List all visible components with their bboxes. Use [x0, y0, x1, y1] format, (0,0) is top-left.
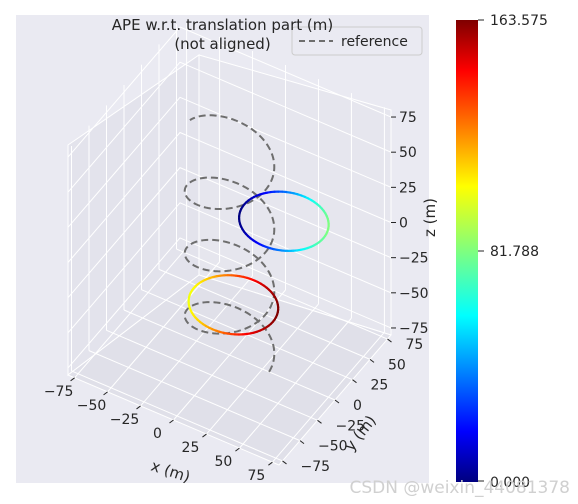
legend-box	[291, 26, 423, 56]
watermark: CSDN @weixin_44081378	[349, 478, 570, 498]
wall-grid-line-z	[67, 167, 392, 298]
floor-grid-line-y	[106, 329, 318, 421]
x-tick-label: 75	[247, 468, 265, 484]
y-tick-mark	[352, 379, 357, 384]
floor-grid-line-y	[71, 370, 283, 462]
axis-ticks: −75−50−250255075−75−50−250255075−75−50−2…	[44, 110, 429, 484]
x-tick-mark	[268, 461, 273, 466]
x-tick-mark	[103, 391, 108, 396]
x-tick-label: 50	[215, 454, 233, 470]
colorbar	[456, 20, 478, 482]
y-tick-label: 0	[353, 398, 362, 414]
x-tick-mark	[70, 377, 75, 382]
grid-lines	[67, 22, 392, 463]
wall-grid-line-z	[67, 61, 392, 193]
estimated-trajectory-segment	[320, 237, 325, 242]
z-tick-label: −25	[399, 251, 429, 267]
x-tick-label: −25	[110, 412, 140, 428]
y-tick-label: 75	[406, 337, 424, 353]
colorbar-min-label: 0.000	[490, 475, 530, 491]
floor-grid-line-y	[176, 248, 388, 340]
x-tick-mark	[235, 447, 240, 452]
chart-title-line2: (not aligned)	[174, 35, 271, 53]
z-tick-label: −50	[399, 286, 429, 302]
y-tick-mark	[334, 399, 340, 404]
y-tick-mark	[387, 338, 392, 343]
y-tick-mark	[317, 419, 322, 424]
floor-grid-line-y	[123, 309, 336, 401]
x-tick-label: −50	[77, 398, 107, 414]
wall-grid-line-z	[67, 26, 392, 158]
z-tick-label: 0	[399, 216, 408, 232]
estimated-trajectory-segment	[269, 320, 275, 325]
colorbar-mid-label: 81.788	[490, 244, 539, 260]
chart-title-line1: APE w.r.t. translation part (m)	[111, 16, 334, 34]
x-tick-label: 0	[153, 426, 162, 442]
legend-reference-label: reference	[341, 34, 408, 50]
x-tick-label: −75	[44, 384, 74, 400]
wall-grid-line-z	[67, 96, 392, 228]
z-axis-label: z (m)	[421, 198, 439, 237]
z-tick-label: −75	[399, 321, 429, 337]
reference-trajectory-line	[183, 114, 276, 373]
y-tick-label: −75	[301, 459, 331, 475]
trajectory-curves	[183, 114, 330, 373]
floor-grid-line-y	[88, 350, 301, 442]
y-tick-mark	[282, 460, 287, 465]
x-tick-label: 25	[182, 440, 200, 456]
y-tick-label: 25	[371, 378, 389, 394]
y-tick-label: 50	[388, 357, 406, 373]
legend: reference	[291, 26, 423, 56]
wall-grid-line-z	[67, 131, 392, 263]
colorbar-max-label: 163.575	[490, 13, 548, 29]
z-tick-label: 25	[399, 180, 417, 196]
wall-grid-line-z	[67, 202, 392, 334]
z-tick-label: 75	[399, 110, 417, 126]
y-tick-mark	[369, 358, 375, 363]
wall-grid-line-z	[67, 237, 392, 369]
y-tick-mark	[299, 440, 305, 445]
z-tick-label: 50	[399, 145, 417, 161]
x-tick-mark	[202, 433, 207, 438]
x-tick-mark	[169, 419, 174, 424]
y-tick-label: −50	[318, 439, 348, 455]
y-tick-label: −25	[336, 418, 366, 434]
x-tick-mark	[136, 405, 141, 410]
